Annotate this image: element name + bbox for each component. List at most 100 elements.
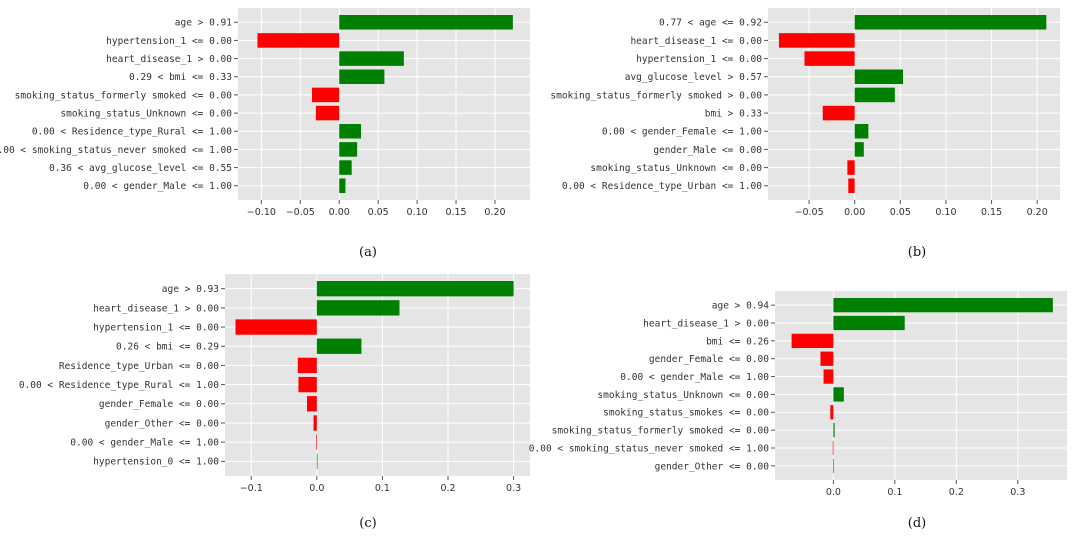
x-tick-label: 0.3: [506, 483, 521, 494]
x-tick-label: 0.00: [844, 207, 865, 218]
bar: [830, 405, 834, 420]
x-tick-label: 0.1: [887, 487, 902, 498]
category-label: smoking_status_formerly smoked <= 0.00: [15, 90, 233, 101]
bar: [822, 105, 855, 121]
category-label: smoking_status_Unknown <= 0.00: [60, 108, 232, 119]
x-tick-label: −0.05: [286, 207, 315, 218]
bar: [339, 15, 513, 30]
x-tick-label: −0.1: [240, 483, 263, 494]
bar: [306, 396, 317, 412]
chart-panel-3: 0.0 0.1 0.2 0.3 age > 0.94 heart_disease_1 > …: [529, 291, 1067, 531]
bar: [339, 123, 362, 139]
category-label: 0.00 < smoking_status_never smoked <= 1.…: [0, 145, 232, 156]
category-label: bmi <= 0.26: [706, 336, 769, 347]
bar: [778, 33, 855, 48]
x-tick-label: 0.10: [407, 207, 428, 218]
bar: [297, 357, 317, 374]
category-label: 0.26 < bmi <= 0.29: [116, 342, 219, 353]
x-tick-label: 0.3: [1010, 487, 1025, 498]
bar: [833, 387, 844, 402]
bar: [311, 87, 340, 103]
bar: [339, 142, 358, 157]
bar: [339, 51, 404, 66]
x-tick-label: 0.00: [329, 207, 350, 218]
category-label: heart_disease_1 > 0.00: [93, 303, 219, 314]
chart-panel-2: −0.1 0.0 0.1 0.2 0.3 age > 0.93 heart_disease_…: [19, 274, 530, 531]
bar: [257, 33, 340, 48]
panel-caption: (d): [908, 516, 926, 531]
category-label: heart_disease_1 > 0.00: [106, 54, 232, 65]
category-label: avg_glucose_level > 0.57: [625, 72, 762, 83]
x-tick-label: 0.0: [826, 487, 841, 498]
x-tick-label: 0.15: [981, 207, 1002, 218]
category-label: smoking_status_formerly smoked <= 0.00: [552, 426, 770, 437]
category-label: gender_Female <= 0.00: [99, 399, 219, 410]
category-label: 0.29 < bmi <= 0.33: [129, 72, 232, 83]
x-tick-label: 0.0: [309, 483, 324, 494]
x-tick-label: 0.10: [935, 207, 956, 218]
x-tick-label: −0.10: [247, 207, 276, 218]
x-tick-label: 0.15: [445, 207, 466, 218]
bar: [235, 319, 317, 335]
category-label: 0.00 < gender_Female <= 1.00: [602, 127, 762, 138]
category-label: bmi > 0.33: [705, 108, 762, 119]
category-label: smoking_status_smokes <= 0.00: [603, 408, 769, 419]
category-label: age > 0.91: [175, 18, 232, 29]
bar: [833, 423, 835, 438]
bar: [298, 376, 317, 393]
category-label: smoking_status_Unknown <= 0.00: [597, 390, 769, 401]
bar: [316, 453, 318, 469]
bar: [854, 69, 904, 85]
x-tick-label: −0.05: [795, 207, 824, 218]
category-label: Residence_type_Urban <= 0.00: [59, 361, 219, 372]
category-label: gender_Male <= 0.00: [653, 145, 762, 156]
category-label: hypertension_1 <= 0.00: [93, 322, 219, 333]
bar: [832, 440, 834, 456]
bar: [833, 298, 1053, 313]
panel-caption: (c): [359, 516, 376, 531]
x-tick-label: 0.20: [1027, 207, 1048, 218]
bar: [854, 15, 1047, 30]
category-label: 0.00 < gender_Male <= 1.00: [620, 372, 769, 383]
bar: [316, 281, 514, 297]
bar: [823, 369, 834, 384]
bar: [316, 300, 400, 316]
bar: [854, 142, 864, 157]
category-label: hypertension_1 <= 0.00: [106, 36, 232, 47]
bar: [848, 178, 855, 193]
category-label: heart_disease_1 > 0.00: [643, 318, 769, 329]
bar: [315, 105, 340, 121]
category-label: gender_Other <= 0.00: [105, 418, 220, 429]
bar: [847, 160, 855, 175]
x-tick-label: 0.05: [890, 207, 911, 218]
category-label: hypertension_0 <= 1.00: [93, 457, 219, 468]
bar: [316, 434, 317, 450]
x-tick-label: 0.05: [368, 207, 389, 218]
bar: [854, 123, 869, 139]
category-label: age > 0.93: [162, 284, 219, 295]
x-tick-label: 0.1: [375, 483, 390, 494]
panel-caption: (b): [908, 245, 926, 260]
category-label: 0.00 < gender_Male <= 1.00: [70, 438, 219, 449]
x-tick-label: 0.2: [949, 487, 964, 498]
bar: [791, 333, 834, 348]
bar: [833, 458, 834, 473]
chart-panel-0: −0.10 −0.05 0.00 0.05 0.10 0.15 0.20 age > 0.91…: [0, 8, 530, 260]
category-label: 0.77 < age <= 0.92: [659, 18, 762, 29]
category-label: smoking_status_Unknown <= 0.00: [590, 163, 762, 174]
category-label: 0.36 < avg_glucose_level <= 0.55: [49, 163, 232, 174]
category-label: 0.00 < Residence_type_Urban <= 1.00: [562, 181, 762, 192]
category-label: 0.00 < gender_Male <= 1.00: [83, 181, 232, 192]
category-label: gender_Female <= 0.00: [649, 354, 769, 365]
chart-panel-1: −0.05 0.00 0.05 0.10 0.15 0.20 0.77 < age <= 0…: [550, 8, 1060, 260]
category-label: gender_Other <= 0.00: [655, 461, 770, 472]
category-label: heart_disease_1 <= 0.00: [630, 36, 762, 47]
panel-caption: (a): [359, 245, 377, 260]
bar: [854, 87, 895, 103]
category-label: 0.00 < Residence_type_Rural <= 1.00: [32, 127, 232, 138]
bar: [820, 351, 834, 366]
bar: [316, 338, 362, 354]
bar: [804, 51, 855, 66]
bar: [833, 315, 905, 331]
